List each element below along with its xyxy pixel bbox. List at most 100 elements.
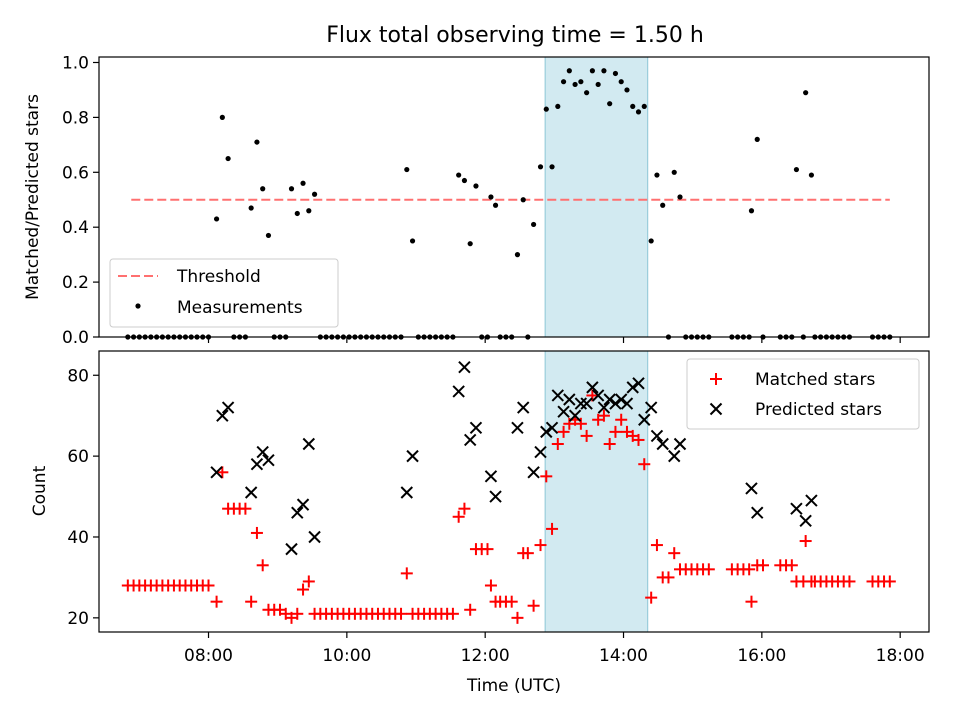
legend-matched-label: Matched stars: [755, 370, 875, 390]
matched-star-point: [580, 429, 593, 442]
predicted-star-point: [673, 437, 687, 451]
legend-box: [686, 358, 920, 430]
matched-star-point: [546, 522, 559, 535]
predicted-stars-points: [210, 360, 818, 556]
measurement-point: [473, 183, 479, 189]
predicted-star-point: [557, 405, 570, 418]
matched-star-point: [843, 575, 856, 588]
matched-star-point: [662, 571, 675, 584]
x-axis-label: Time (UTC): [466, 676, 561, 696]
measurement-point: [467, 241, 473, 247]
y-axis-label: Count: [30, 465, 50, 516]
predicted-star-point: [296, 498, 310, 511]
matched-star-point: [297, 583, 310, 596]
matched-star-point: [245, 595, 258, 608]
predicted-star-point: [591, 389, 605, 402]
predicted-star-point: [452, 385, 465, 398]
predicted-star-point: [210, 466, 223, 479]
predicted-star-point: [527, 466, 540, 479]
measurement-point: [404, 166, 410, 173]
predicted-star-point: [534, 445, 547, 459]
legend-predicted-label: Predicted stars: [755, 400, 882, 420]
predicted-star-point: [745, 482, 758, 495]
matched-star-point: [521, 547, 534, 560]
predicted-star-point: [805, 494, 818, 507]
predicted-star-point: [302, 437, 316, 451]
predicted-star-point: [244, 486, 258, 499]
measurement-point: [530, 221, 537, 228]
y-tick-label: 80: [67, 366, 89, 386]
measurement-point: [294, 210, 300, 217]
predicted-star-point: [656, 437, 669, 451]
measurement-point: [492, 202, 499, 208]
predicted-star-point: [517, 401, 530, 414]
measurement-point: [520, 197, 526, 203]
measurement-point: [589, 68, 595, 74]
matched-star-point: [557, 425, 570, 438]
matched-star-point: [210, 595, 223, 608]
measurement-point: [311, 191, 318, 197]
measurement-point: [456, 172, 462, 178]
y-tick-label: 20: [67, 609, 89, 629]
measurement-point: [677, 194, 683, 200]
y-axis: 0.0 0.2 0.4 0.6 0.8 1.0: [62, 53, 99, 348]
predicted-star-point: [469, 421, 483, 435]
predicted-star-point: [626, 381, 639, 394]
matched-star-point: [603, 437, 616, 450]
measurement-point: [300, 180, 306, 186]
matched-star-point: [505, 595, 518, 608]
matched-star-point: [452, 510, 465, 523]
matched-star-point: [650, 539, 663, 552]
measurement-point: [543, 106, 549, 112]
matched-star-point: [615, 413, 628, 426]
predicted-star-point: [632, 377, 645, 390]
measurement-point: [578, 79, 584, 85]
matched-star-point: [256, 559, 269, 572]
predicted-star-point: [574, 397, 588, 410]
matched-star-point: [540, 470, 553, 483]
legend-measurements-swatch: [135, 303, 141, 309]
measurement-point: [248, 205, 254, 211]
highlight-band: [544, 56, 649, 338]
matched-star-point: [551, 437, 564, 450]
y-tick-label: 0.0: [62, 328, 89, 348]
legend: Matched stars Predicted stars: [686, 358, 920, 430]
matched-star-point: [757, 559, 769, 572]
measurement-point: [306, 208, 312, 214]
measurement-point: [612, 70, 619, 77]
matched-star-point: [668, 547, 681, 560]
matched-star-point: [446, 607, 459, 620]
predicted-star-point: [597, 401, 611, 414]
measurement-point: [624, 87, 630, 93]
measurement-point: [618, 79, 624, 85]
matched-star-point: [609, 425, 622, 438]
measurement-point: [641, 103, 647, 110]
measurement-point: [595, 81, 601, 88]
predicted-star-point: [406, 449, 419, 463]
x-tick-label: 08:00: [184, 646, 233, 666]
measurement-point: [635, 109, 642, 115]
matched-star-point: [574, 417, 587, 430]
legend-matched-swatch: [710, 373, 722, 385]
matched-star-point: [239, 502, 252, 515]
matched-star-point: [534, 539, 547, 552]
predicted-star-point: [586, 381, 599, 394]
predicted-star-point: [609, 397, 622, 410]
matched-star-point: [743, 563, 756, 576]
predicted-star-point: [540, 425, 553, 439]
measurement-point: [225, 155, 231, 162]
legend: Threshold Measurements: [109, 258, 339, 328]
matched-star-point: [291, 607, 304, 620]
measurement-point: [654, 172, 660, 178]
legend-box: [109, 258, 339, 328]
predicted-star-point: [603, 393, 616, 406]
predicted-star-point: [551, 389, 565, 402]
predicted-star-point: [291, 506, 304, 519]
predicted-star-point: [262, 453, 275, 467]
matched-star-point: [481, 543, 494, 556]
legend-threshold-label: Threshold: [176, 267, 261, 287]
predicted-star-point: [256, 445, 269, 459]
matched-star-point: [597, 409, 610, 422]
